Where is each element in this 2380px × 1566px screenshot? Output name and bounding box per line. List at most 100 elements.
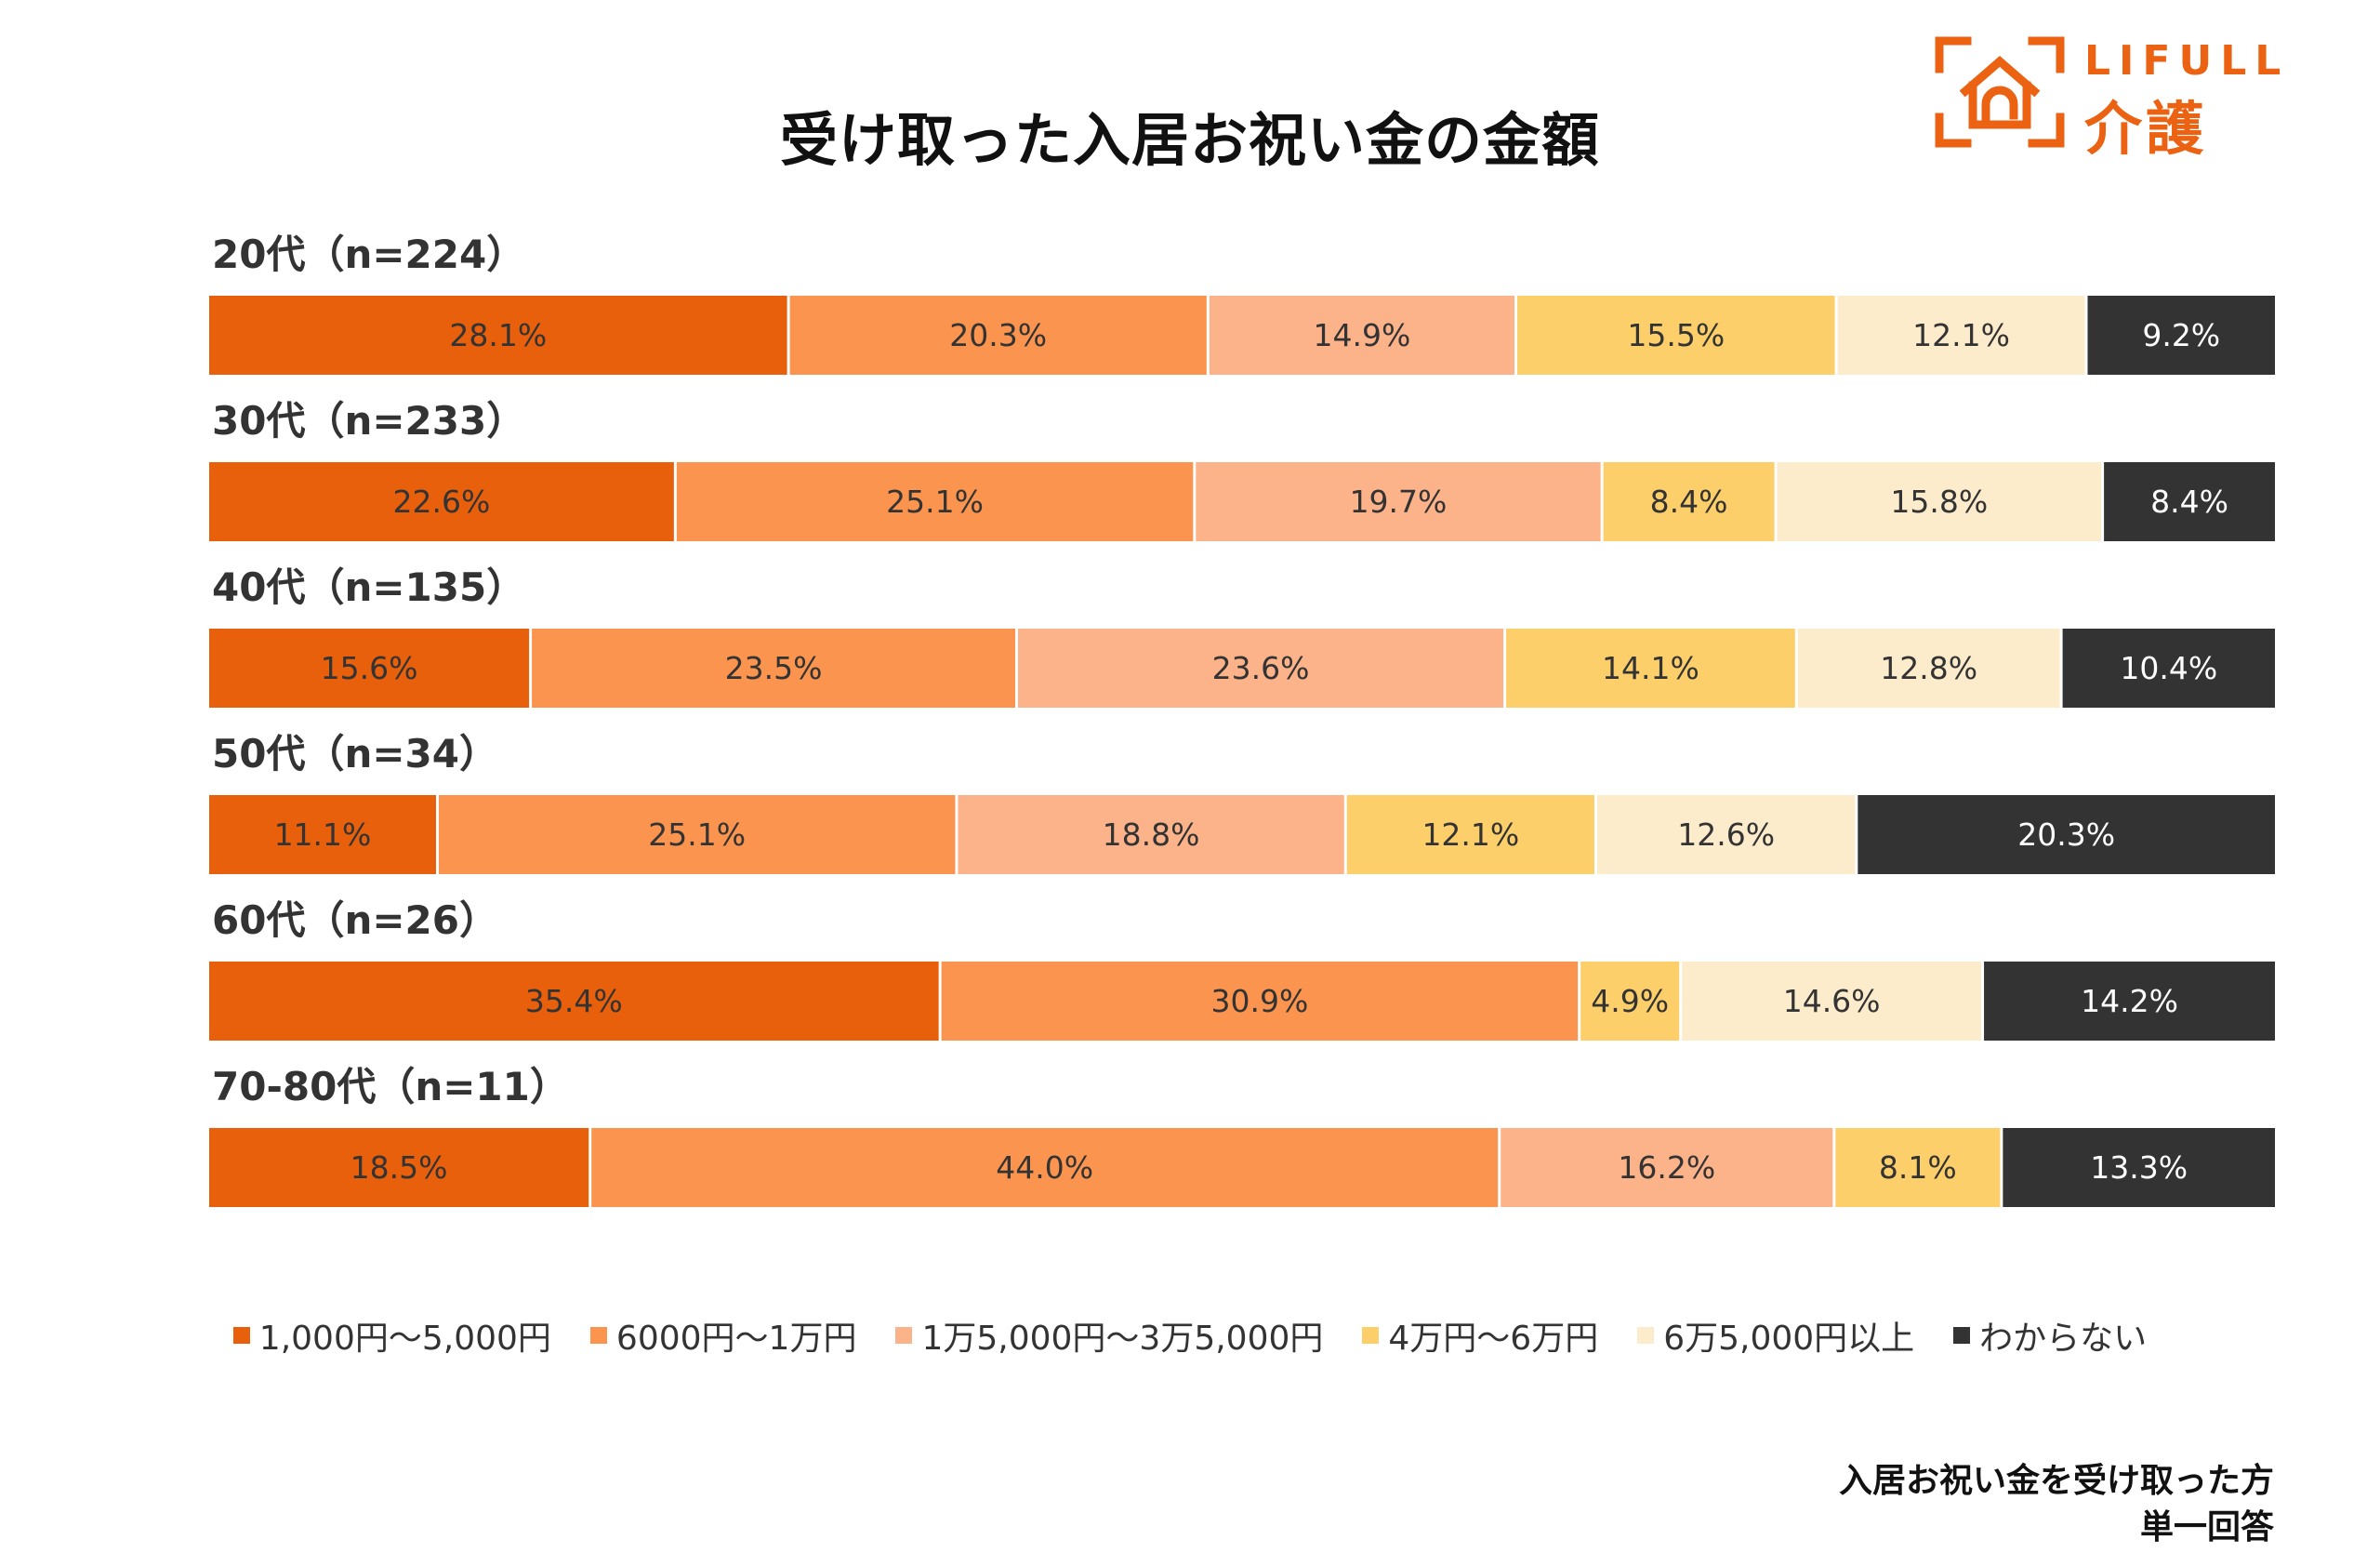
legend-item: わからない — [1953, 1311, 2147, 1360]
bar-segment — [1777, 462, 2102, 541]
data-label: 18.5% — [350, 1149, 448, 1186]
legend-label: 6万5,000円以上 — [1663, 1320, 1915, 1358]
data-label: 25.1% — [886, 484, 984, 520]
bar-segment — [591, 1128, 1499, 1207]
bar-segment — [1517, 296, 1835, 375]
data-label: 12.6% — [1677, 816, 1775, 853]
legend-swatch — [1637, 1327, 1655, 1344]
data-label: 19.7% — [1350, 484, 1448, 520]
bar-segment — [209, 296, 787, 375]
row-label: 30代（n=233） — [212, 398, 525, 444]
bar-segment — [958, 795, 1344, 874]
bar-segment — [209, 1128, 589, 1207]
row-label: 60代（n=26） — [212, 897, 498, 943]
data-label: 16.2% — [1618, 1149, 1715, 1186]
data-label: 12.8% — [1880, 650, 1977, 686]
bar-segment — [1209, 296, 1515, 375]
data-label: 35.4% — [525, 983, 623, 1019]
bar-segment — [1196, 462, 1601, 541]
data-label: 12.1% — [1912, 317, 2010, 353]
legend-label: 4万円～6万円 — [1388, 1320, 1599, 1358]
bar-segment — [1984, 962, 2275, 1041]
data-label: 14.9% — [1313, 317, 1410, 353]
legend-item: 1,000円～5,000円 — [232, 1311, 551, 1360]
bar-segment — [209, 962, 939, 1041]
bar-segment — [1682, 962, 1982, 1041]
bar-segment — [532, 629, 1015, 708]
data-label: 14.6% — [1783, 983, 1881, 1019]
legend-label: 1万5,000円～3万5,000円 — [921, 1320, 1324, 1358]
data-label: 4.9% — [1591, 983, 1669, 1019]
bar-segment — [1346, 795, 1594, 874]
legend-label: わからない — [1979, 1320, 2148, 1358]
data-label: 28.1% — [449, 317, 547, 353]
data-label: 13.3% — [2090, 1149, 2188, 1186]
row-label: 20代（n=224） — [212, 232, 525, 277]
data-label: 20.3% — [949, 317, 1047, 353]
data-label: 22.6% — [393, 484, 491, 520]
bar-segment — [1596, 795, 1856, 874]
chart-note: 入居お祝い金を受け取った方 単一回答 — [1839, 1458, 2274, 1551]
bar-segment — [1837, 296, 2085, 375]
bar-segment — [1017, 629, 1504, 708]
bar-segment — [1603, 462, 1775, 541]
legend-item: 6000円～1万円 — [589, 1311, 857, 1360]
legend-item: 4万円～6万円 — [1362, 1311, 1598, 1360]
data-label: 8.4% — [1650, 484, 1728, 520]
data-label: 18.8% — [1103, 816, 1200, 853]
bar-segment — [2087, 296, 2275, 375]
row-label: 40代（n=135） — [212, 564, 525, 610]
bar-segment — [941, 962, 1579, 1041]
bar-segment — [2104, 462, 2275, 541]
chart-title: 受け取った入居お祝い金の金額 — [779, 106, 1600, 174]
data-label: 15.5% — [1627, 317, 1725, 353]
legend-swatch — [589, 1327, 607, 1344]
bar-segment — [209, 629, 530, 708]
legend-swatch — [232, 1327, 250, 1344]
bar-segment — [1858, 795, 2275, 874]
data-label: 25.1% — [648, 816, 746, 853]
data-label: 30.9% — [1210, 983, 1308, 1019]
lifull-kaigo-logo: LIFULL 介護 — [1934, 35, 2324, 163]
stacked-bar-chart: 20代（n=224） 28.1% 20.3% 14.9% 15.5% 12.1% 9.2% 3… — [209, 232, 2275, 1207]
data-label: 12.1% — [1421, 816, 1519, 853]
legend-item: 6万5,000円以上 — [1637, 1311, 1914, 1360]
data-label: 15.8% — [1890, 484, 1988, 520]
row-label: 50代（n=34） — [212, 731, 498, 776]
data-label: 9.2% — [2142, 317, 2220, 353]
bar-segment — [1835, 1128, 2001, 1207]
row-label: 70-80代（n=11） — [212, 1064, 569, 1109]
legend-swatch — [895, 1327, 913, 1344]
legend-label: 6000円～1万円 — [615, 1320, 857, 1358]
legend: 1,000円～5,000円 6000円～1万円 1万5,000円～3万5,000円 4… — [0, 1311, 2380, 1360]
data-label: 8.4% — [2150, 484, 2228, 520]
bar-segment — [438, 795, 956, 874]
house-logo-icon — [1935, 36, 2065, 148]
data-label: 23.5% — [725, 650, 823, 686]
bar-segment — [2003, 1128, 2275, 1207]
legend-swatch — [1953, 1327, 1971, 1344]
logo-wordmark: LIFULL — [2084, 37, 2290, 85]
bar-segment — [1797, 629, 2060, 708]
data-label: 10.4% — [2120, 650, 2217, 686]
legend-swatch — [1362, 1327, 1380, 1344]
bar-segment — [2062, 629, 2275, 708]
data-label: 20.3% — [2017, 816, 2115, 853]
bar-segment — [209, 795, 436, 874]
bar-segment — [1501, 1128, 1833, 1207]
note-respondents: 入居お祝い金を受け取った方 — [1838, 1462, 2274, 1500]
bar-segment — [209, 462, 674, 541]
data-label: 14.1% — [1602, 650, 1699, 686]
note-answer-type: 単一回答 — [2139, 1508, 2274, 1546]
legend-item: 1万5,000円～3万5,000円 — [895, 1311, 1323, 1360]
data-label: 23.6% — [1212, 650, 1310, 686]
data-label: 8.1% — [1879, 1149, 1957, 1186]
data-label: 11.1% — [274, 816, 372, 853]
logo-subtitle: 介護 — [2084, 95, 2208, 163]
bar-segment — [1580, 962, 1680, 1041]
bar-segment — [789, 296, 1207, 375]
data-label: 15.6% — [321, 650, 418, 686]
bar-segment — [676, 462, 1194, 541]
bar-segment — [1506, 629, 1795, 708]
data-label: 14.2% — [2081, 983, 2178, 1019]
